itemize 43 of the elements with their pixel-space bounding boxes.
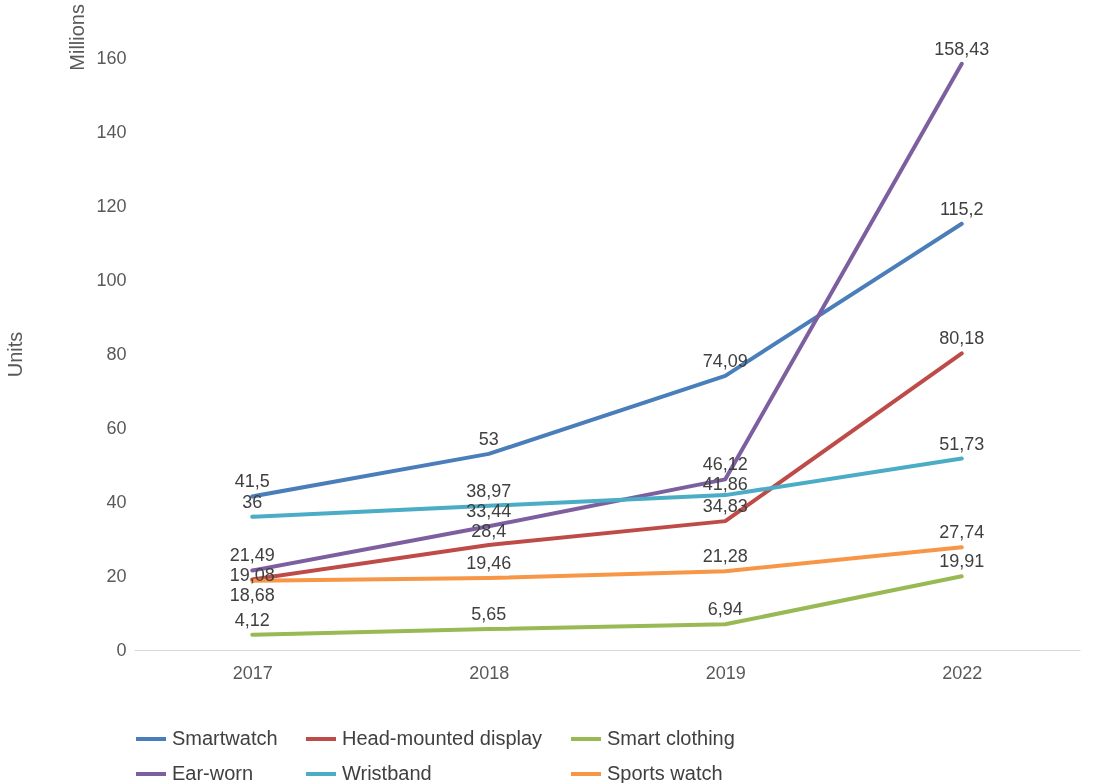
y-tick-label: 100 xyxy=(96,269,127,290)
x-tick-label: 2018 xyxy=(469,662,510,683)
data-label: 74,09 xyxy=(702,350,748,371)
y-tick-label: 120 xyxy=(96,195,127,216)
data-label: 5,65 xyxy=(471,604,507,625)
data-label: 19,08 xyxy=(229,565,275,586)
y-tick-label: 160 xyxy=(96,47,127,68)
y-axis-title: Units xyxy=(4,331,27,378)
x-tick-label: 2017 xyxy=(232,662,273,683)
data-label: 158,43 xyxy=(934,38,990,59)
legend-label: Wristband xyxy=(342,762,432,783)
data-label: 33,44 xyxy=(466,501,512,522)
legend-label: Smart clothing xyxy=(607,727,735,749)
data-label: 41,86 xyxy=(702,474,748,495)
data-label: 21,49 xyxy=(229,545,275,566)
x-tick-label: 2019 xyxy=(705,662,746,683)
y-tick-label: 80 xyxy=(106,343,127,364)
data-label: 34,83 xyxy=(702,496,748,517)
data-label: 19,91 xyxy=(939,551,985,572)
y-tick-label: 40 xyxy=(106,491,127,512)
legend-label: Head-mounted display xyxy=(342,727,543,749)
legend-label: Ear-worn xyxy=(172,762,254,783)
data-label: 41,5 xyxy=(234,471,270,492)
data-label: 4,12 xyxy=(234,609,270,630)
data-label: 80,18 xyxy=(939,328,985,349)
data-label: 53 xyxy=(478,428,499,449)
data-label: 6,94 xyxy=(707,599,743,620)
data-label: 28,4 xyxy=(471,521,507,542)
data-label: 18,68 xyxy=(229,585,275,606)
y-tick-label: 0 xyxy=(116,639,127,660)
y-tick-label: 20 xyxy=(106,565,127,586)
x-tick-label: 2022 xyxy=(942,662,983,683)
text: Millions xyxy=(66,4,89,71)
legend-label: Smartwatch xyxy=(172,727,278,749)
y-tick-label: 140 xyxy=(96,121,127,142)
y-tick-label: 60 xyxy=(106,417,127,438)
data-label: 19,46 xyxy=(466,553,512,573)
data-label: 36 xyxy=(242,491,263,512)
data-label: 38,97 xyxy=(466,480,512,501)
data-label: 51,73 xyxy=(939,433,985,454)
data-label: 21,28 xyxy=(702,546,748,567)
data-label: 27,74 xyxy=(939,522,985,543)
data-label: 115,2 xyxy=(939,198,984,219)
